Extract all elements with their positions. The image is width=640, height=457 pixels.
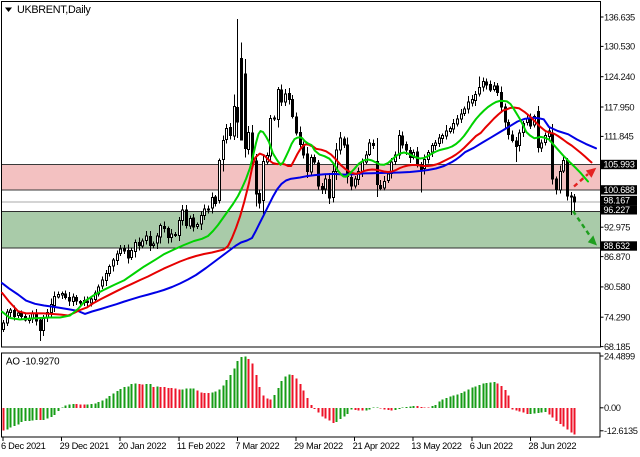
svg-text:0.00: 0.00 — [604, 403, 621, 413]
svg-text:136.635: 136.635 — [604, 12, 635, 22]
svg-text:96.227: 96.227 — [604, 205, 631, 215]
svg-text:24.4899: 24.4899 — [604, 351, 635, 361]
svg-text:6 Jun 2022: 6 Jun 2022 — [470, 441, 513, 451]
svg-text:7 Mar 2022: 7 Mar 2022 — [235, 441, 279, 451]
svg-text:13 May 2022: 13 May 2022 — [411, 441, 462, 451]
svg-text:21 Apr 2022: 21 Apr 2022 — [353, 441, 400, 451]
svg-text:28 Jun 2022: 28 Jun 2022 — [528, 441, 576, 451]
svg-text:117.950: 117.950 — [604, 102, 634, 112]
svg-text:98.167: 98.167 — [604, 196, 631, 206]
svg-text:74.290: 74.290 — [604, 313, 630, 323]
svg-text:124.240: 124.240 — [604, 72, 635, 82]
svg-text:29 Dec 2021: 29 Dec 2021 — [60, 441, 110, 451]
svg-text:-12.6135: -12.6135 — [604, 426, 638, 436]
svg-text:AO -10.9270: AO -10.9270 — [6, 357, 60, 368]
svg-text:20 Jan 2022: 20 Jan 2022 — [118, 441, 166, 451]
svg-text:11 Feb 2022: 11 Feb 2022 — [177, 441, 225, 451]
svg-text:100.688: 100.688 — [604, 185, 635, 195]
svg-text:UKBRENT,Daily: UKBRENT,Daily — [17, 4, 91, 16]
svg-text:68.185: 68.185 — [604, 342, 630, 352]
svg-text:105.993: 105.993 — [604, 160, 635, 170]
svg-text:86.870: 86.870 — [604, 252, 630, 262]
svg-text:88.632: 88.632 — [604, 241, 631, 251]
svg-text:80.580: 80.580 — [604, 282, 630, 292]
svg-text:111.845: 111.845 — [604, 132, 634, 142]
svg-text:130.530: 130.530 — [604, 42, 635, 52]
svg-text:92.975: 92.975 — [604, 223, 630, 233]
svg-text:6 Dec 2021: 6 Dec 2021 — [1, 441, 46, 451]
svg-text:29 Mar 2022: 29 Mar 2022 — [294, 441, 343, 451]
